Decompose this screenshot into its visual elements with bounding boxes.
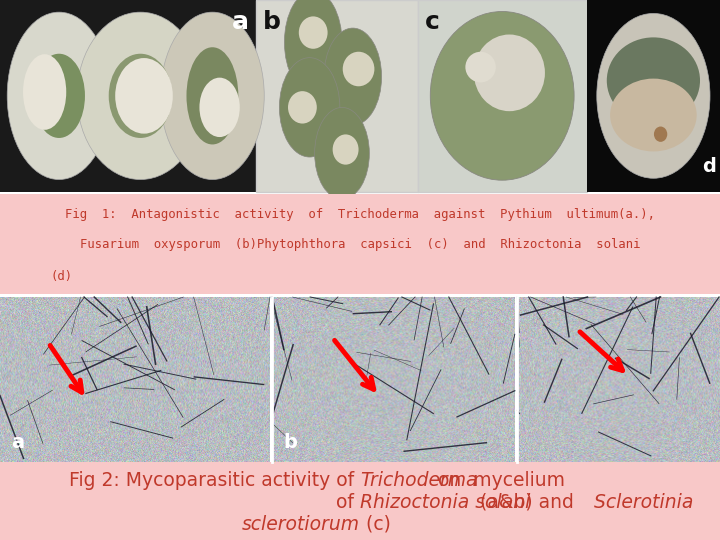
Ellipse shape [186,47,238,145]
Text: d: d [703,157,716,177]
Ellipse shape [431,11,574,180]
Ellipse shape [288,91,317,124]
Ellipse shape [324,28,382,125]
Bar [587,0,720,192]
Text: Sclerotinia: Sclerotinia [360,493,693,512]
Text: Rhizoctonia solani: Rhizoctonia solani [360,493,531,512]
Text: a: a [231,10,248,33]
Text: Fusarium  oxysporum  (b)Phytophthora  capsici  (c)  and  Rhizoctonia  solani: Fusarium oxysporum (b)Phytophthora capsi… [80,238,640,251]
Bar [0,462,720,540]
Ellipse shape [279,58,340,157]
Text: b: b [283,433,297,452]
Ellipse shape [109,54,172,138]
Bar [256,0,418,192]
Text: Fig 2: Mycoparasitic activity of: Fig 2: Mycoparasitic activity of [69,471,360,490]
Ellipse shape [115,58,173,134]
Ellipse shape [465,52,496,83]
Ellipse shape [654,126,667,142]
Ellipse shape [7,12,111,179]
Text: b: b [263,10,281,33]
Ellipse shape [610,79,697,151]
Ellipse shape [77,12,204,179]
Ellipse shape [199,78,240,137]
Ellipse shape [299,16,328,49]
Ellipse shape [474,35,545,111]
Text: (a&b) and: (a&b) and [360,493,580,512]
Text: (d): (d) [50,270,73,283]
Ellipse shape [161,12,264,179]
Text: sclerotiorum: sclerotiorum [242,515,360,534]
Ellipse shape [333,134,359,165]
Text: Trichoderma: Trichoderma [360,471,477,490]
Text: a: a [11,433,24,452]
Text: c: c [425,10,440,33]
Ellipse shape [33,54,85,138]
Ellipse shape [315,107,369,199]
Text: on  mycelium: on mycelium [360,471,565,490]
Ellipse shape [607,37,700,124]
Bar [418,0,587,192]
Ellipse shape [597,14,710,178]
Bar [0,194,720,294]
Ellipse shape [284,0,342,93]
Text: Fig  1:  Antagonistic  activity  of  Trichoderma  against  Pythium  ultimum(a.),: Fig 1: Antagonistic activity of Trichode… [65,208,655,221]
Ellipse shape [23,54,66,130]
Text: of: of [336,493,360,512]
Text: (c): (c) [360,515,391,534]
Bar [0,0,256,192]
Ellipse shape [343,52,374,86]
